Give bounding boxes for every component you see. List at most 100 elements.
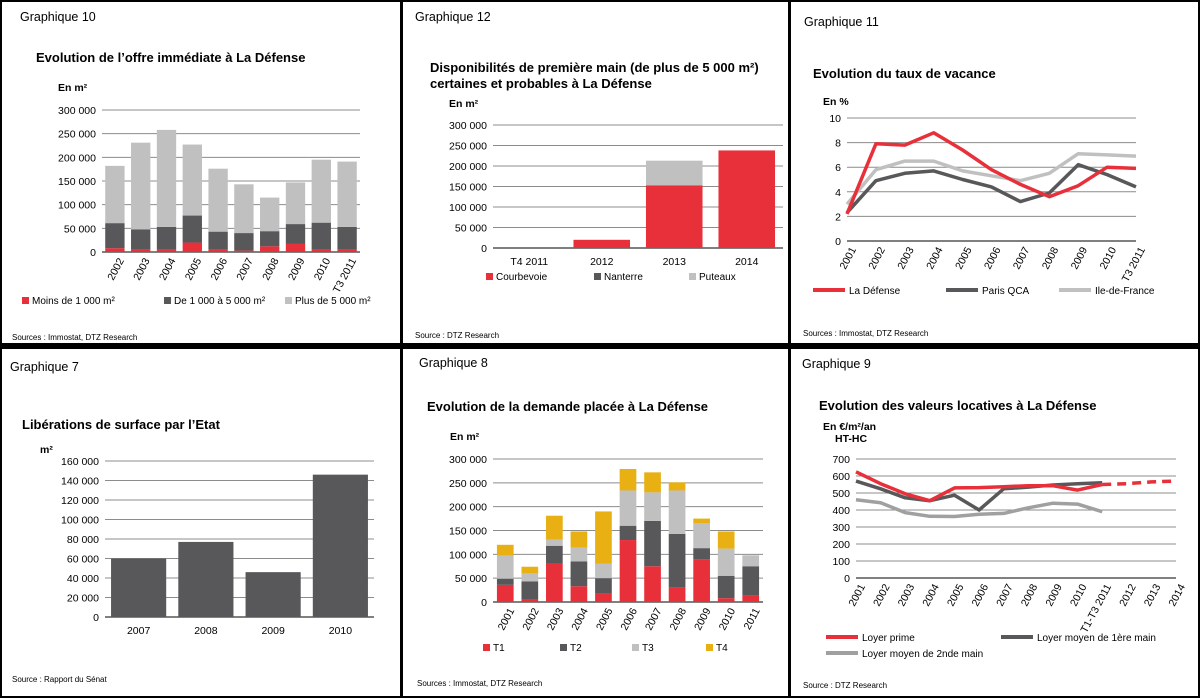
series-line <box>845 151 1137 206</box>
bar-segment <box>105 248 125 252</box>
x-tick-label: 2004 <box>924 245 946 271</box>
legend-label: La Défense <box>849 286 901 297</box>
legend-label: Loyer prime <box>862 633 915 644</box>
bar <box>312 474 368 617</box>
chart-source: Source : DTZ Research <box>803 681 888 690</box>
legend-swatch <box>483 644 490 651</box>
chart-number: Graphique 10 <box>20 10 96 24</box>
legend-swatch <box>164 297 171 304</box>
y-tick-label: 40 000 <box>67 573 99 585</box>
chart-panel-g8: Graphique 8 Evolution de la demande plac… <box>403 349 788 696</box>
bar-segment <box>546 545 563 564</box>
y-tick-label: 80 000 <box>67 534 99 546</box>
x-tick-label: 2007 <box>127 625 151 637</box>
chart-title-line-2: certaines et probables à La Défense <box>430 76 652 91</box>
x-tick-label: 2003 <box>545 606 567 632</box>
x-tick-label: 2011 <box>742 606 763 632</box>
bar-segment <box>693 518 710 524</box>
y-tick-label: 0 <box>481 597 487 609</box>
legend-label: De 1 000 à 5 000 m² <box>174 296 266 307</box>
chart-number: Graphique 7 <box>10 360 79 374</box>
y-tick-label: 100 000 <box>61 515 99 527</box>
bar-segment <box>311 159 331 223</box>
x-tick-label: T3 2011 <box>331 256 359 295</box>
y-tick-label: 500 <box>832 488 850 500</box>
bar-segment <box>105 223 125 249</box>
bar-segment <box>182 242 202 252</box>
chart-source: Sources : Immostat, DTZ Research <box>803 329 929 338</box>
legend-swatch <box>285 297 292 304</box>
x-tick-label: 2001 <box>496 606 518 632</box>
x-tick-label: 2008 <box>1019 582 1041 608</box>
x-tick-label: 2013 <box>663 256 687 268</box>
bar-segment <box>570 561 588 587</box>
chart-title-line-1: Disponibilités de première main (de plus… <box>430 60 759 75</box>
series-line <box>855 479 1103 512</box>
y-tick-label: 250 000 <box>449 478 487 490</box>
y-tick-label: 100 <box>832 556 850 568</box>
y-tick-label: 2 <box>835 211 841 223</box>
bar-segment <box>570 586 588 602</box>
bar-segment <box>234 233 254 251</box>
bar-segment <box>717 548 735 576</box>
bar-segment <box>717 531 735 549</box>
x-tick-label: 2014 <box>735 256 759 268</box>
stacked-bar-chart: 0 50 000 100 000 150 000 200 000 250 000 300 0… <box>449 120 783 283</box>
x-tick-label: 2010 <box>312 256 334 282</box>
y-tick-label: 250 000 <box>449 141 487 153</box>
x-tick-label: 2010 <box>1098 245 1120 271</box>
x-tick-label: 2001 <box>846 582 868 608</box>
bar-segment <box>595 593 612 602</box>
bar-segment <box>311 249 331 252</box>
bar-segment <box>285 182 306 225</box>
x-tick-label: 2009 <box>1043 582 1065 608</box>
bar-segment <box>521 581 539 600</box>
bar-segment <box>595 578 612 594</box>
legend-label: Courbevoie <box>496 272 548 283</box>
x-tick-label: 2010 <box>1068 582 1090 608</box>
legend-swatch <box>706 644 713 651</box>
legend-label: Plus de 5 000 m² <box>295 296 371 307</box>
bar-segment <box>234 184 254 234</box>
bar-segment <box>156 226 177 250</box>
y-tick-label: 300 <box>832 522 850 534</box>
series-line <box>855 470 1103 503</box>
y-tick-label: 150 000 <box>58 176 96 188</box>
x-tick-label: T4 2011 <box>510 256 548 268</box>
x-tick-label: 2003 <box>896 582 918 608</box>
y-tick-label: 300 000 <box>449 120 487 132</box>
y-tick-label: 0 <box>844 573 850 585</box>
chart-source: Source : Rapport du Sénat <box>12 675 107 684</box>
series-line <box>855 498 1103 519</box>
bar-segment <box>644 566 661 602</box>
bar-segment <box>260 197 280 232</box>
bar-segment <box>208 249 228 252</box>
bar <box>111 558 167 617</box>
bar-segment <box>496 555 514 579</box>
x-tick-label: 2002 <box>871 582 893 608</box>
stacked-bar-chart: 0 50 000 100 000 150 000 200 000 250 000 300 0… <box>449 454 763 654</box>
bar-segment <box>644 520 661 567</box>
chart-panel-g11: Graphique 11 Evolution du taux de vacanc… <box>791 2 1198 343</box>
bar-segment <box>595 563 612 579</box>
bar-segment <box>573 239 631 248</box>
chart-number: Graphique 8 <box>419 356 488 370</box>
legend-label: T2 <box>570 643 582 654</box>
bar-segment <box>131 229 151 250</box>
y-tick-label: 0 <box>93 612 99 624</box>
y-tick-label: 0 <box>835 236 841 248</box>
bar-segment <box>668 482 686 491</box>
bar-segment <box>156 129 177 227</box>
y-tick-label: 300 000 <box>58 105 96 117</box>
bar-segment <box>546 563 563 602</box>
y-tick-label: 10 <box>829 113 841 125</box>
bar-segment <box>693 548 710 560</box>
legend-label: T3 <box>642 643 654 654</box>
line-chart: 0 2 4 6 8 10 2001 2002 2003 2004 2005 2006 2007 2008 2… <box>813 113 1155 297</box>
bar-segment <box>156 249 177 252</box>
x-tick-label: 2005 <box>183 256 205 282</box>
bar <box>178 541 234 617</box>
y-tick-label: 100 000 <box>449 202 487 214</box>
y-tick-label: 100 000 <box>58 200 96 212</box>
x-tick-label: 2010 <box>329 625 353 637</box>
